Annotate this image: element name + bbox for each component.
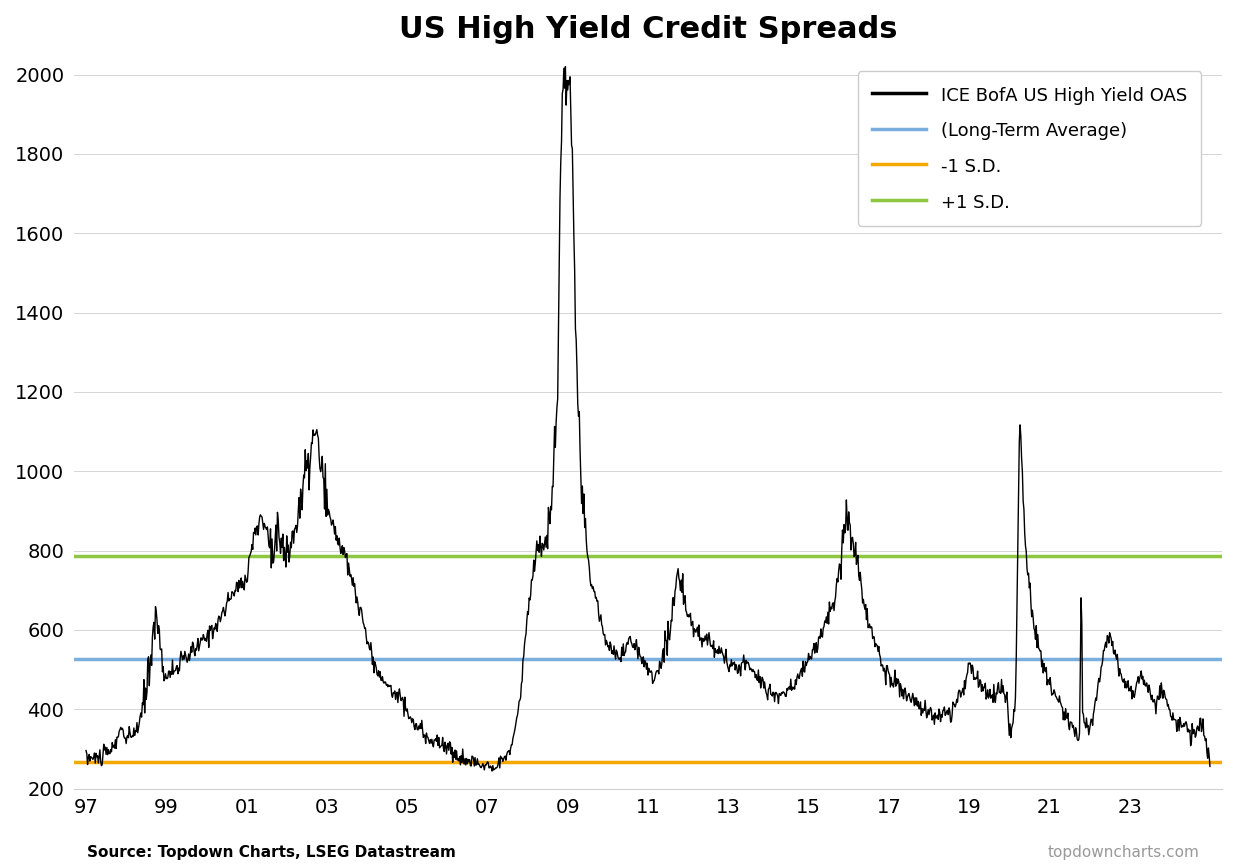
Title: US High Yield Credit Spreads: US High Yield Credit Spreads (398, 15, 897, 44)
Legend: ICE BofA US High Yield OAS, (Long-Term Average), -1 S.D., +1 S.D.: ICE BofA US High Yield OAS, (Long-Term A… (857, 71, 1201, 226)
Text: Source: Topdown Charts, LSEG Datastream: Source: Topdown Charts, LSEG Datastream (87, 844, 455, 859)
Text: topdowncharts.com: topdowncharts.com (1048, 844, 1200, 859)
